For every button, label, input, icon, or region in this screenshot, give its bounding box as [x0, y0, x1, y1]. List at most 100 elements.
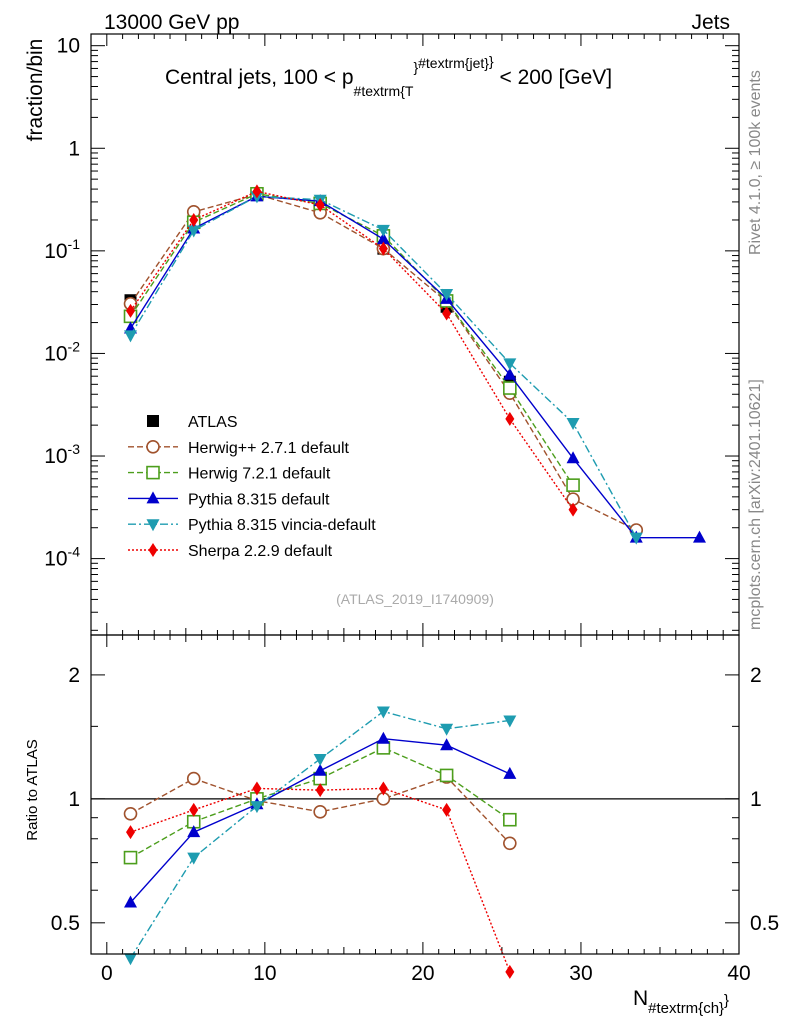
plot-title-main: Central jets, 100 < p: [165, 66, 354, 89]
lower-ytick-label: 2: [68, 664, 80, 687]
ratio-point-sherpa-2-2-9-default: [126, 825, 136, 840]
upper-ytick-label: 1: [68, 137, 80, 160]
ytick-exponent: -3: [68, 441, 81, 457]
upper-point-sherpa-2-2-9-default: [315, 197, 325, 212]
ratio-point-herwig-2-7-1-default: [503, 836, 517, 851]
ratio-point-herwig-2-7-1-default: [123, 806, 138, 821]
legend-label-herwig-2-7-1-default: Herwig++ 2.7.1 default: [188, 440, 350, 457]
upper-point-pythia-8-315-vincia-default: [503, 358, 517, 371]
xlabel-main: N: [633, 987, 648, 1010]
upper-point-pythia-8-315-vincia-default: [566, 417, 580, 430]
upper-point-pythia-8-315-vincia-default: [187, 225, 201, 238]
xtick-label: 10: [253, 962, 276, 985]
upper-point-pythia-8-315-default: [376, 232, 390, 245]
plot-title-brace: }: [413, 59, 418, 75]
ratio-point-pythia-8-315-vincia-default: [376, 706, 390, 719]
lower-ytick-label-right: 2: [750, 664, 762, 687]
ytick-exponent: -2: [68, 338, 81, 354]
upper-point-sherpa-2-2-9-default: [189, 212, 199, 227]
ratio-point-pythia-8-315-default: [440, 738, 454, 751]
ytick-exponent: -1: [68, 236, 81, 252]
ytick-base: 10: [44, 445, 67, 468]
ratio-point-herwig-7-2-1-default: [503, 812, 517, 827]
ratio-point-herwig-2-7-1-default: [313, 805, 327, 819]
mcplots-label: mcplots.cern.ch [arXiv:2401.10621]: [747, 379, 764, 630]
upper-ylabel: fraction/bin: [24, 39, 47, 142]
ratio-point-pythia-8-315-default: [187, 825, 201, 838]
upper-point-sherpa-2-2-9-default: [378, 241, 388, 256]
analysis-watermark: (ATLAS_2019_I1740909): [336, 591, 494, 607]
ratio-point-sherpa-2-2-9-default: [189, 802, 199, 817]
legend-marker-sherpa-2-2-9-default: [148, 543, 158, 557]
legend-label-atlas: ATLAS: [188, 414, 238, 431]
upper-point-pythia-8-315-vincia-default: [124, 330, 138, 343]
ratio-point-pythia-8-315-vincia-default: [440, 723, 454, 736]
legend: ATLAS Herwig++ 2.7.1 default Herwig 7.2.1 …: [128, 414, 376, 560]
upper-point-sherpa-2-2-9-default: [442, 306, 452, 321]
rivet-version-label: Rivet 4.1.0, ≥ 100k events: [747, 70, 764, 255]
upper-point-pythia-8-315-default: [692, 530, 706, 543]
upper-point-pythia-8-315-vincia-default: [376, 224, 390, 237]
upper-point-herwig-7-2-1-default: [566, 478, 580, 492]
ratio-point-pythia-8-315-default: [124, 895, 138, 908]
ratio-point-pythia-8-315-vincia-default: [187, 852, 201, 865]
legend-marker-pythia-8-315-default: [146, 491, 160, 504]
upper-point-pythia-8-315-vincia-default: [629, 532, 643, 545]
lower-frame: [90, 634, 740, 955]
ratio-point-pythia-8-315-default: [376, 731, 390, 744]
legend-label-sherpa-2-2-9-default: Sherpa 2.2.9 default: [188, 543, 333, 560]
legend-marker-herwig-7-2-1-default: [146, 465, 160, 480]
upper-ytick-label: 10-1: [44, 236, 80, 263]
upper-ytick-label: 10-3: [44, 441, 80, 468]
ratio-point-herwig-2-7-1-default: [186, 771, 201, 786]
xlabel: N#textrm{ch}}: [633, 987, 729, 1017]
ytick-base: 10: [44, 240, 67, 263]
ytick-base: 10: [44, 548, 67, 571]
xtick-label: 0: [101, 962, 113, 985]
legend-label-pythia-8-315-default: Pythia 8.315 default: [188, 491, 330, 508]
ratio-point-sherpa-2-2-9-default: [442, 802, 452, 817]
plot-title-sup: #textrm{jet}: [418, 55, 489, 71]
xtick-label: 20: [411, 962, 434, 985]
upper-point-pythia-8-315-default: [503, 367, 517, 380]
lower-ylabel: Ratio to ATLAS: [24, 739, 41, 840]
ratio-point-sherpa-2-2-9-default: [252, 781, 262, 796]
ratio-point-pythia-8-315-vincia-default: [503, 715, 517, 728]
upper-point-pythia-8-315-vincia-default: [440, 288, 454, 301]
legend-label-herwig-7-2-1-default: Herwig 7.2.1 default: [188, 466, 331, 483]
upper-point-herwig-7-2-1-default: [503, 381, 517, 395]
ratio-point-pythia-8-315-vincia-default: [313, 753, 327, 766]
header-jets-label: Jets: [691, 11, 730, 34]
ytick-exponent: -4: [68, 544, 81, 560]
ratio-point-herwig-7-2-1-default: [123, 850, 138, 865]
plot-title-sub: #textrm{T: [354, 83, 414, 99]
legend-marker-pythia-8-315-vincia-default: [146, 519, 160, 532]
ratio-point-pythia-8-315-default: [503, 766, 517, 779]
upper-series-group: [123, 184, 706, 545]
plot-title-brace-2: }: [489, 53, 494, 69]
lower-ytick-label-right: 0.5: [750, 912, 779, 935]
lower-ytick-label: 1: [68, 788, 80, 811]
lower-ytick-label: 0.5: [51, 912, 80, 935]
upper-point-sherpa-2-2-9-default: [126, 303, 136, 318]
xlabel-brace: }: [724, 992, 729, 1009]
upper-point-sherpa-2-2-9-default: [568, 502, 578, 517]
ytick-base: 10: [44, 342, 67, 365]
ratio-point-pythia-8-315-vincia-default: [124, 953, 138, 966]
xlabel-sub: #textrm{ch}: [648, 1000, 724, 1017]
upper-line-pythia-8-315-default: [129, 195, 700, 539]
legend-label-pythia-8-315-vincia-default: Pythia 8.315 vincia-default: [188, 517, 376, 534]
xtick-label: 30: [569, 962, 592, 985]
plot-title-tail: < 200 [GeV]: [494, 66, 613, 89]
plot-title: Central jets, 100 < p#textrm{T}#textrm{j…: [165, 53, 612, 99]
upper-point-pythia-8-315-default: [566, 451, 580, 464]
upper-ytick-label: 10-2: [44, 338, 80, 365]
ratio-point-herwig-7-2-1-default: [439, 768, 454, 783]
xtick-label: 40: [727, 962, 750, 985]
legend-marker-herwig-2-7-1-default: [146, 439, 160, 454]
ratio-point-sherpa-2-2-9-default: [505, 964, 515, 979]
ratio-point-pythia-8-315-default: [313, 763, 327, 776]
upper-point-sherpa-2-2-9-default: [505, 411, 515, 426]
